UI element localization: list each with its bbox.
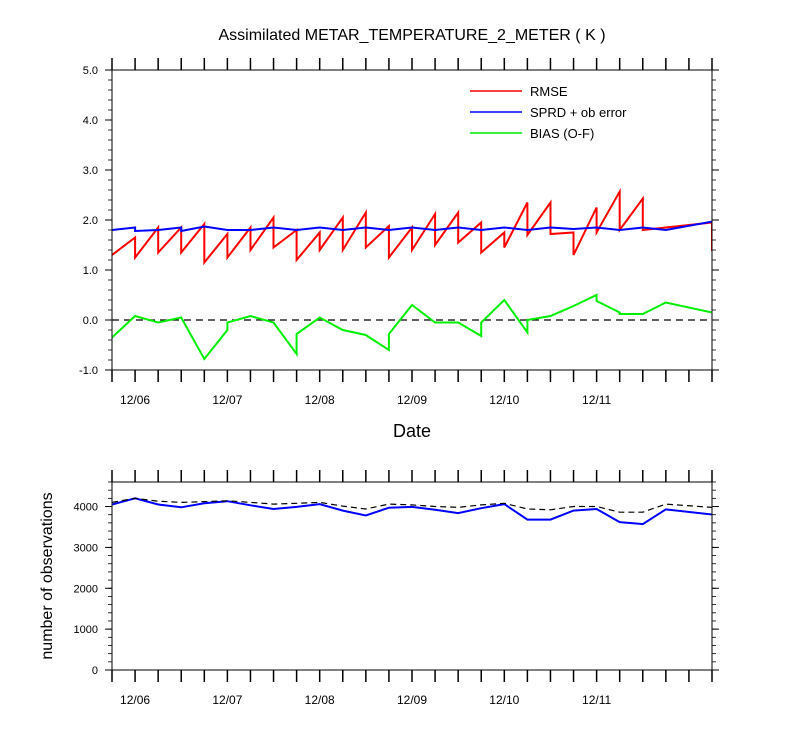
series-line-used — [112, 497, 712, 526]
x-axis-label: Date — [393, 421, 431, 441]
y-tick-label: 3.0 — [83, 165, 98, 177]
bottom-plot-frame — [111, 481, 713, 671]
x-tick-label: 12/09 — [397, 393, 427, 407]
y-tick-label: 2000 — [74, 583, 98, 595]
x-tick-label: 12/08 — [305, 693, 335, 707]
series-group — [112, 497, 712, 526]
x-tick-label: 12/07 — [212, 693, 242, 707]
y-tick-label: 5.0 — [83, 65, 98, 77]
x-tick-label: 12/06 — [120, 693, 150, 707]
legend-label-bias: BIAS (O-F) — [530, 126, 594, 141]
y-tick-label: 4000 — [74, 502, 98, 514]
series-group — [112, 187, 712, 361]
series-line-possible — [112, 497, 712, 513]
y-tick-label: 0.0 — [83, 315, 98, 327]
legend-label-sprd: SPRD + ob error — [530, 105, 627, 120]
y-tick-label: 1.0 — [83, 265, 98, 277]
x-tick-label: 12/06 — [120, 393, 150, 407]
top-plot-area: -1.0 0.0 1.0 2.0 3.0 4.0 5.0 12/06 12/07 12/08 12/… — [79, 58, 719, 407]
y-tick-label: -1.0 — [79, 365, 98, 377]
chart-title: Assimilated METAR_TEMPERATURE_2_METER ( … — [218, 27, 605, 44]
series-line-bias-o-f — [112, 293, 712, 361]
series-line-rmse — [112, 187, 712, 266]
x-tick-label: 12/08 — [305, 393, 335, 407]
x-tick-label: 12/09 — [397, 693, 427, 707]
y-tick-label: 0 — [92, 665, 98, 677]
x-tick-label: 12/07 — [212, 393, 242, 407]
x-tick-label: 12/11 — [582, 393, 611, 407]
legend-label-rmse: RMSE — [530, 84, 568, 99]
x-tick-label: 12/10 — [489, 693, 519, 707]
series-line-sprd-ob-error — [112, 220, 712, 233]
bottom-plot-area: 0 1000 2000 3000 4000 12/06 12/07 12/08 12/09 12/… — [74, 470, 719, 707]
y-tick-label: 2.0 — [83, 215, 98, 227]
top-plot-frame — [111, 69, 713, 371]
x-tick-label: 12/11 — [582, 693, 611, 707]
y-tick-label: 3000 — [74, 542, 98, 554]
y-tick-label: 1000 — [74, 624, 98, 636]
x-tick-label: 12/10 — [489, 393, 519, 407]
legend: RMSE SPRD + ob error BIAS (O-F) — [470, 84, 627, 141]
y-tick-label: 4.0 — [83, 115, 98, 127]
y-axis-label: number of observations — [39, 492, 56, 659]
